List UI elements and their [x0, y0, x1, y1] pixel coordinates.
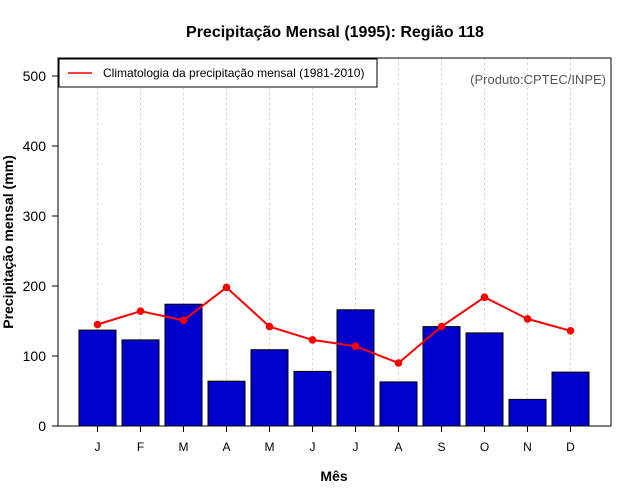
bar-5	[293, 370, 332, 427]
x-tick-label: J	[310, 440, 316, 454]
credit-text: (Produto:CPTEC/INPE)	[470, 72, 606, 87]
x-tick-label: J	[95, 440, 101, 454]
x-tick-label: N	[523, 440, 532, 454]
x-tick-label: A	[222, 440, 230, 454]
bar-8	[422, 326, 461, 427]
climatology-point-2	[179, 316, 188, 325]
x-tick-label: D	[566, 440, 575, 454]
y-tick-label: 100	[23, 348, 47, 364]
y-tick-label: 300	[23, 208, 47, 224]
climatology-point-1	[136, 307, 145, 316]
climatology-point-10	[523, 315, 532, 323]
x-tick-label: M	[179, 440, 189, 454]
legend-entry: Climatologia da precipitação mensal (198…	[103, 66, 364, 80]
bar-3	[207, 380, 246, 427]
climatology-point-7	[394, 359, 403, 367]
x-tick-label: F	[137, 440, 144, 454]
legend-box	[58, 58, 378, 88]
climatology-point-4	[265, 322, 274, 331]
x-tick-label: S	[437, 440, 445, 454]
y-axis-label: Precipitação mensal (mm)	[0, 155, 16, 329]
climatology-point-8	[437, 322, 446, 331]
bar-7	[379, 381, 418, 427]
climatology-point-11	[566, 327, 575, 335]
y-tick-label: 400	[23, 138, 47, 154]
x-axis-label: Mês	[320, 468, 347, 484]
bar-2	[164, 303, 203, 427]
x-tick-label: O	[480, 440, 489, 454]
bar-0	[78, 329, 117, 427]
x-tick-label: A	[394, 440, 402, 454]
climatology-point-3	[222, 283, 231, 292]
climatology-point-9	[480, 293, 489, 302]
y-tick-label: 200	[23, 278, 47, 294]
climatology-point-6	[351, 342, 360, 351]
y-axis: 0 100 200 300 400 500	[23, 68, 58, 434]
y-tick-label: 500	[23, 68, 47, 84]
x-tick-label: M	[265, 440, 275, 454]
legend: Climatologia da precipitação mensal (198…	[58, 58, 378, 88]
climatology-point-0	[93, 320, 102, 329]
climatology-line-layer	[93, 283, 575, 367]
y-tick-label: 0	[38, 418, 46, 434]
bar-4	[250, 349, 289, 427]
x-tick-label: J	[353, 440, 359, 454]
bar-1	[121, 339, 160, 427]
bar-10	[508, 398, 547, 427]
climatology-point-5	[308, 336, 317, 344]
climatology-line	[97, 286, 571, 365]
bar-9	[465, 332, 504, 427]
bar-6	[336, 309, 375, 427]
plot-frame	[57, 57, 612, 427]
bars-layer	[78, 303, 590, 427]
chart-title: Precipitação Mensal (1995): Região 118	[186, 24, 484, 41]
bar-11	[551, 371, 590, 427]
